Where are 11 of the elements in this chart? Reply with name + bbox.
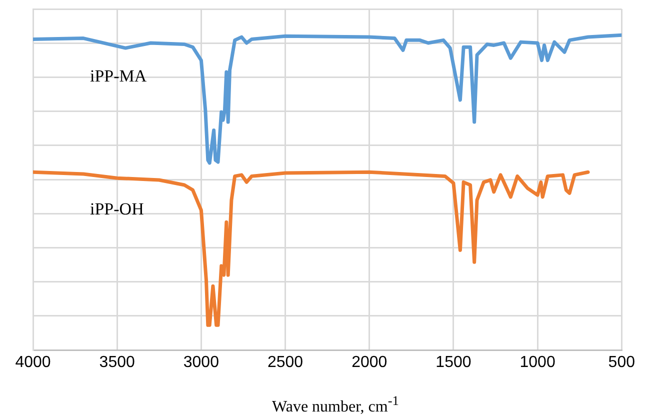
x-tick-label: 500 (608, 354, 636, 372)
x-tick-label: 2500 (267, 354, 304, 372)
series-label: iPP-OH (90, 200, 144, 219)
x-tick-label: 3000 (183, 354, 220, 372)
x-tick-label: 4000 (15, 354, 51, 372)
series-label: iPP-MA (90, 66, 148, 86)
x-axis-title: Wave number, cm$^{-1}$ (271, 392, 400, 418)
x-tick-label: 1500 (436, 354, 472, 372)
x-tick-label: 3500 (99, 354, 135, 372)
x-tick-label: 2000 (352, 354, 388, 372)
x-tick-label: 1000 (520, 354, 556, 372)
